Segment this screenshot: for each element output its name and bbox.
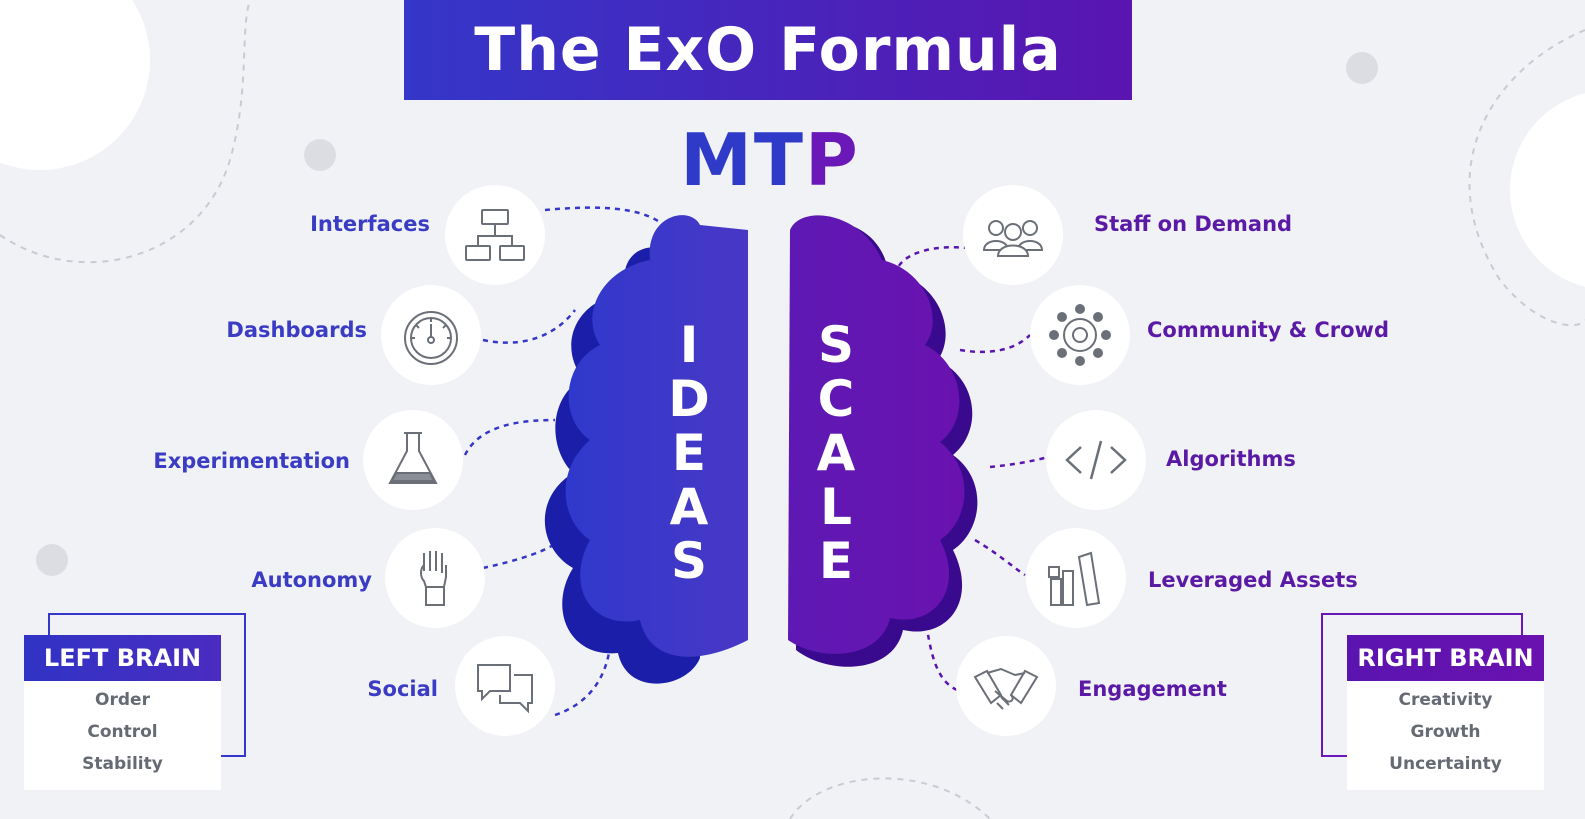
scale-vertical-text: S C A L E <box>806 318 866 588</box>
chat-bubbles-icon <box>455 636 555 736</box>
scale-letter: L <box>820 478 852 536</box>
right-item-leveraged-assets-label: Leveraged Assets <box>1148 568 1358 592</box>
mtp-mt: MT <box>680 118 805 202</box>
interfaces-icon <box>445 185 545 285</box>
people-icon <box>963 185 1063 285</box>
right-brain-title: RIGHT BRAIN <box>1347 635 1544 681</box>
left-item-autonomy-label: Autonomy <box>251 568 372 592</box>
raised-fist-icon <box>385 528 485 628</box>
left-brain-item: Order <box>95 690 150 710</box>
left-brain-item: Stability <box>82 754 163 774</box>
right-item-community-crowd-label: Community & Crowd <box>1147 318 1389 342</box>
left-item-social-label: Social <box>367 677 438 701</box>
dashboard-gauge-icon <box>381 285 481 385</box>
left-brain-item: Control <box>87 722 158 742</box>
left-brain-hemisphere <box>544 215 748 684</box>
right-item-engagement-label: Engagement <box>1078 677 1227 701</box>
flask-icon <box>363 410 463 510</box>
left-brain-title: LEFT BRAIN <box>24 635 221 681</box>
ideas-letter: S <box>670 532 707 590</box>
mtp-p: P <box>804 118 860 202</box>
title-banner: The ExO Formula <box>404 0 1132 100</box>
scale-letter: A <box>816 424 856 482</box>
left-item-interfaces-label: Interfaces <box>310 212 430 236</box>
ideas-letter: D <box>668 370 710 428</box>
left-item-dashboards-label: Dashboards <box>226 318 367 342</box>
right-brain-item: Growth <box>1410 722 1481 742</box>
left-item-experimentation-label: Experimentation <box>153 449 350 473</box>
scale-letter: E <box>818 532 854 590</box>
right-item-algorithms-label: Algorithms <box>1166 447 1296 471</box>
left-brain-box: LEFT BRAIN Order Control Stability <box>24 635 221 790</box>
assets-icon <box>1026 528 1126 628</box>
page-title: The ExO Formula <box>474 15 1062 85</box>
ideas-letter: E <box>671 424 707 482</box>
community-network-icon <box>1030 285 1130 385</box>
scale-letter: S <box>817 316 854 374</box>
code-icon <box>1046 410 1146 510</box>
ideas-letter: A <box>669 478 709 536</box>
ideas-letter: I <box>679 316 699 374</box>
right-brain-box: RIGHT BRAIN Creativity Growth Uncertaint… <box>1347 635 1544 790</box>
right-brain-hemisphere <box>788 215 978 667</box>
handshake-icon <box>956 636 1056 736</box>
mtp-heading: MTP <box>665 118 875 202</box>
ideas-vertical-text: I D E A S <box>659 318 719 588</box>
right-brain-item: Uncertainty <box>1389 754 1502 774</box>
right-item-staff-on-demand-label: Staff on Demand <box>1094 212 1293 236</box>
scale-letter: C <box>817 370 855 428</box>
right-brain-item: Creativity <box>1398 690 1493 710</box>
